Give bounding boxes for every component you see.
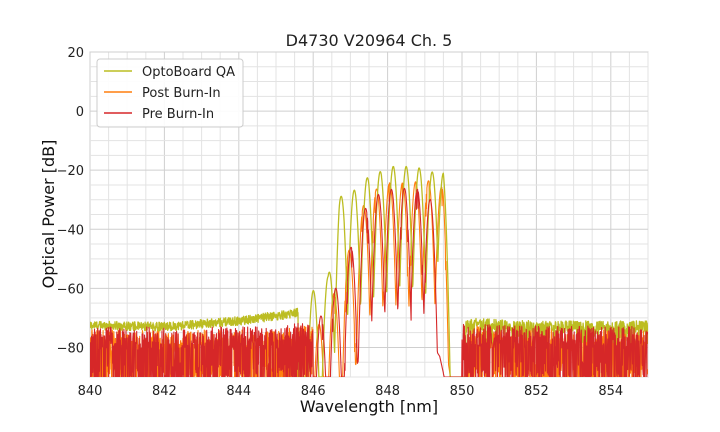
legend: OptoBoard QA Post Burn-In Pre Burn-In [96, 58, 244, 128]
y-tick-label: −60 [57, 282, 84, 297]
series-layer [90, 165, 648, 377]
x-tick-label: 846 [301, 384, 326, 399]
legend-box [96, 58, 244, 128]
x-tick-label: 844 [226, 384, 251, 399]
y-tick-label: −20 [57, 164, 84, 179]
x-tick-label: 852 [524, 384, 549, 399]
x-tick-label: 850 [450, 384, 475, 399]
y-tick-label: 20 [67, 46, 84, 61]
x-tick-label: 848 [375, 384, 400, 399]
y-axis-label: Optical Power [dB] [39, 140, 58, 289]
legend-entry: OptoBoard QA [142, 65, 235, 80]
axes: 840 842 844 846 848 850 852 854 20 0 −20 −40 −60 −80 [57, 46, 624, 399]
legend-entry: Post Burn-In [142, 86, 221, 101]
legend-entry: Pre Burn-In [142, 107, 214, 122]
x-tick-label: 842 [152, 384, 177, 399]
x-tick-label: 840 [78, 384, 103, 399]
chart-title: D4730 V20964 Ch. 5 [286, 31, 453, 50]
y-tick-label: 0 [76, 105, 84, 120]
x-tick-label: 854 [598, 384, 623, 399]
y-tick-label: −80 [57, 341, 84, 356]
x-axis-label: Wavelength [nm] [300, 397, 438, 416]
series-line [90, 187, 648, 377]
series-line [90, 165, 648, 377]
y-tick-label: −40 [57, 223, 84, 238]
